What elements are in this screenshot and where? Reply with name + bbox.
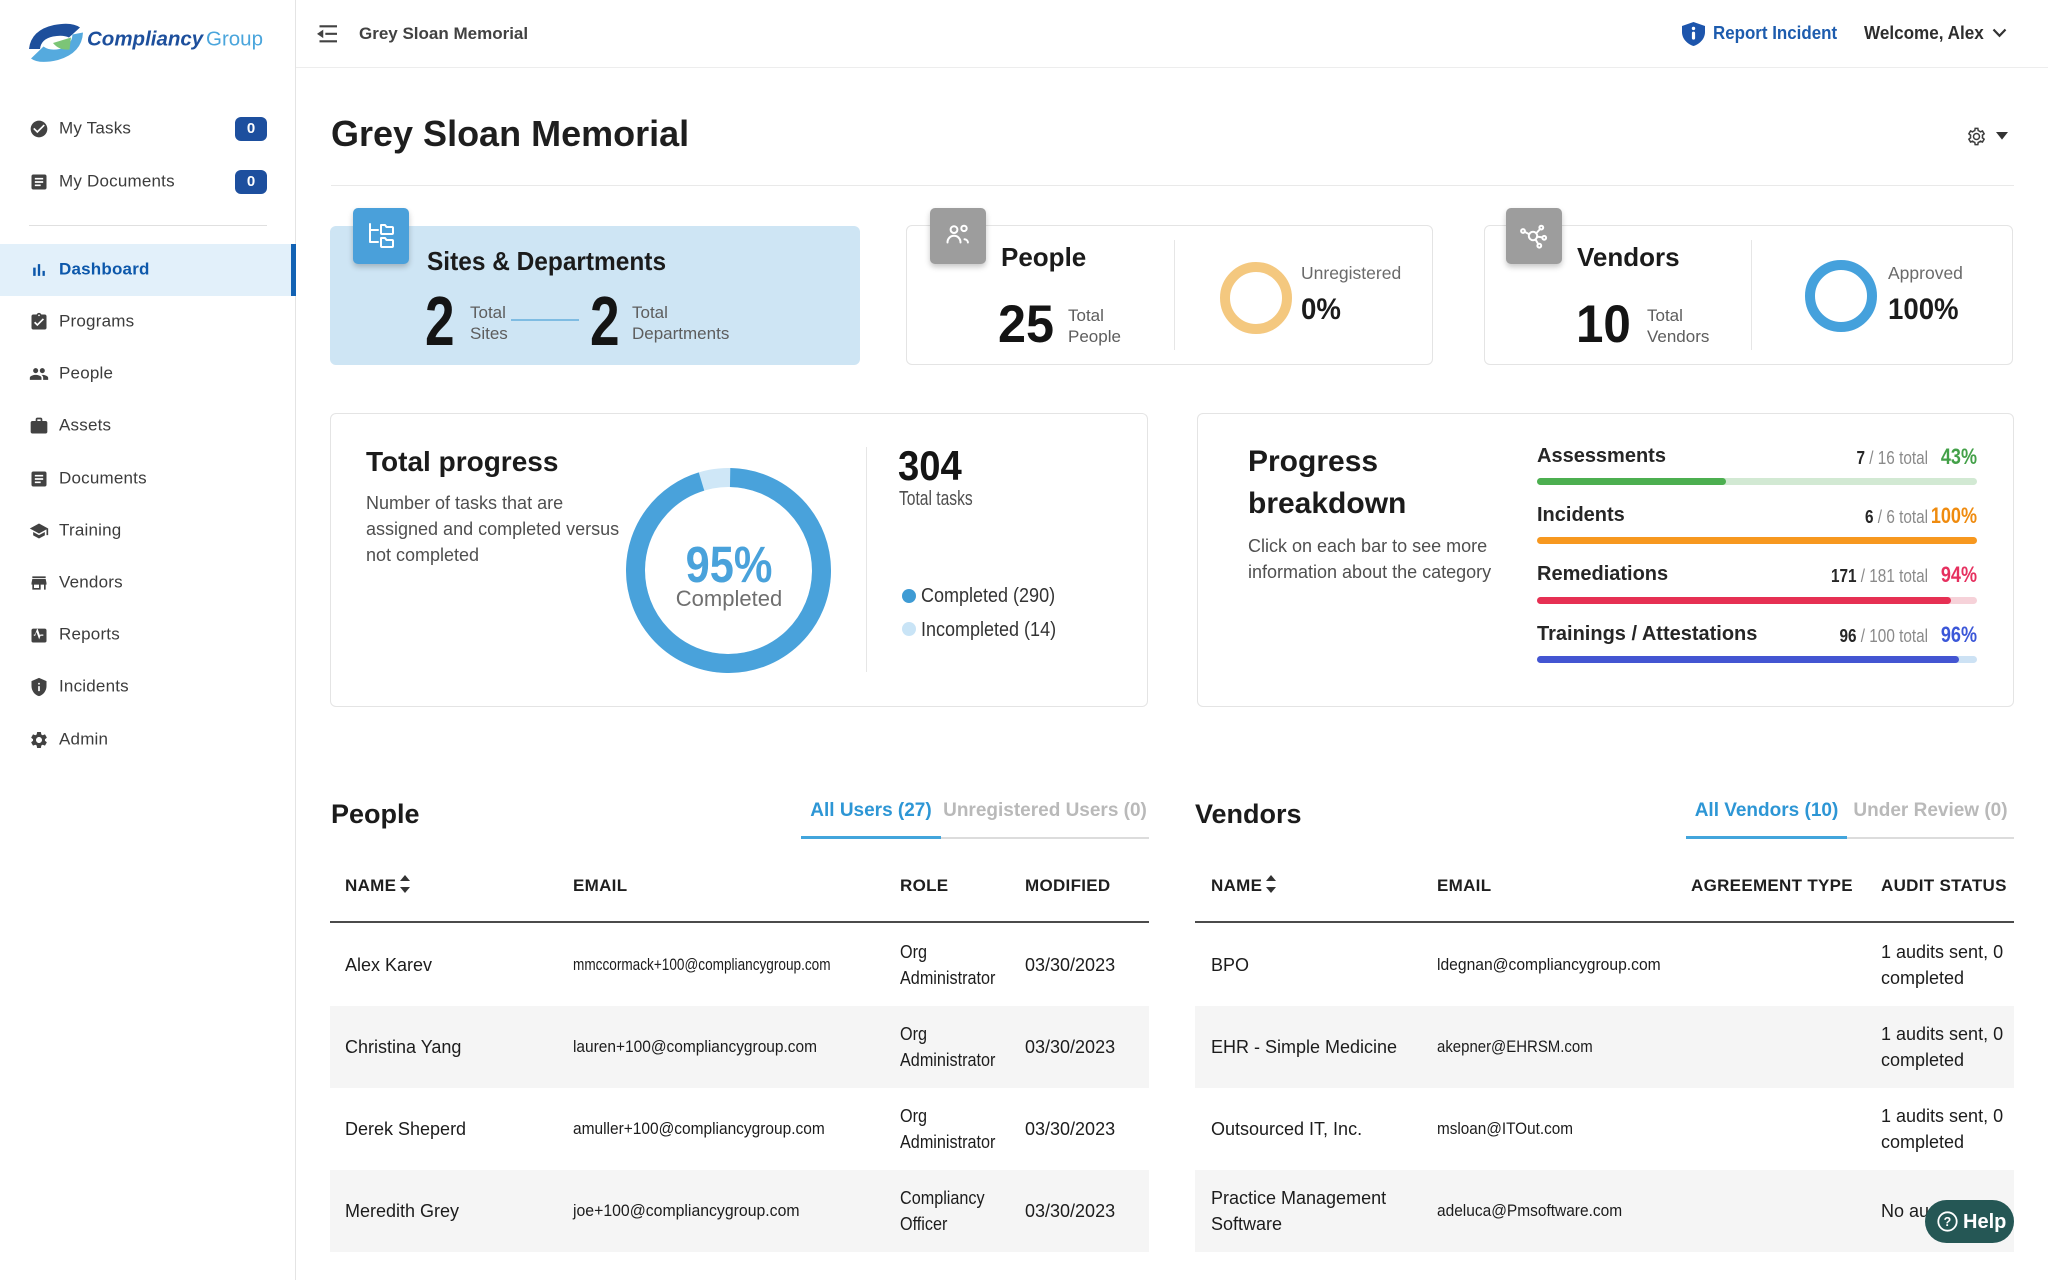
svg-text:Group: Group xyxy=(206,28,263,51)
svg-text:Compliancy: Compliancy xyxy=(87,28,205,51)
svg-text:?: ? xyxy=(1944,1215,1952,1229)
